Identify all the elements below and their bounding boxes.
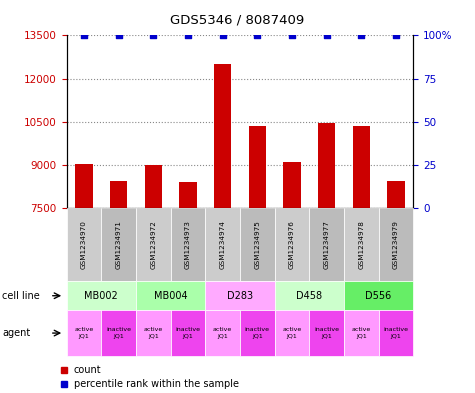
Text: GSM1234972: GSM1234972	[150, 220, 156, 269]
Text: inactive
JQ1: inactive JQ1	[175, 327, 200, 339]
Bar	[387, 181, 405, 393]
Point	[392, 32, 400, 39]
Bar	[248, 126, 266, 393]
Bar	[110, 181, 127, 393]
Text: GDS5346 / 8087409: GDS5346 / 8087409	[171, 14, 304, 27]
Text: active
JQ1: active JQ1	[74, 327, 94, 339]
Bar	[144, 165, 162, 393]
Text: active
JQ1: active JQ1	[213, 327, 232, 339]
Text: inactive
JQ1: inactive JQ1	[314, 327, 339, 339]
Point	[254, 32, 261, 39]
Bar	[179, 182, 197, 393]
Text: inactive
JQ1: inactive JQ1	[383, 327, 408, 339]
Text: active
JQ1: active JQ1	[282, 327, 302, 339]
Bar	[283, 162, 301, 393]
Bar	[352, 126, 370, 393]
Point	[323, 32, 331, 39]
Bar	[75, 165, 93, 393]
Point	[288, 32, 295, 39]
Text: cell line: cell line	[2, 291, 40, 301]
Text: D283: D283	[227, 291, 253, 301]
Point	[80, 32, 88, 39]
Text: agent: agent	[2, 328, 30, 338]
Text: percentile rank within the sample: percentile rank within the sample	[74, 379, 238, 389]
Bar	[214, 64, 231, 393]
Text: GSM1234970: GSM1234970	[81, 220, 87, 269]
Text: GSM1234978: GSM1234978	[358, 220, 364, 269]
Point	[149, 32, 157, 39]
Text: MB002: MB002	[84, 291, 118, 301]
Text: inactive
JQ1: inactive JQ1	[106, 327, 131, 339]
Text: D458: D458	[296, 291, 322, 301]
Text: GSM1234975: GSM1234975	[254, 220, 260, 269]
Text: active
JQ1: active JQ1	[352, 327, 371, 339]
Text: active
JQ1: active JQ1	[143, 327, 163, 339]
Point	[115, 32, 123, 39]
Text: GSM1234976: GSM1234976	[289, 220, 295, 269]
Text: GSM1234977: GSM1234977	[323, 220, 330, 269]
Point	[184, 32, 192, 39]
Text: GSM1234971: GSM1234971	[115, 220, 122, 269]
Text: GSM1234979: GSM1234979	[393, 220, 399, 269]
Text: MB004: MB004	[154, 291, 187, 301]
Text: D556: D556	[365, 291, 392, 301]
Text: GSM1234973: GSM1234973	[185, 220, 191, 269]
Point	[218, 32, 227, 39]
Point	[358, 32, 365, 39]
Text: GSM1234974: GSM1234974	[219, 220, 226, 269]
Text: count: count	[74, 365, 101, 375]
Text: inactive
JQ1: inactive JQ1	[245, 327, 270, 339]
Bar	[318, 123, 335, 393]
